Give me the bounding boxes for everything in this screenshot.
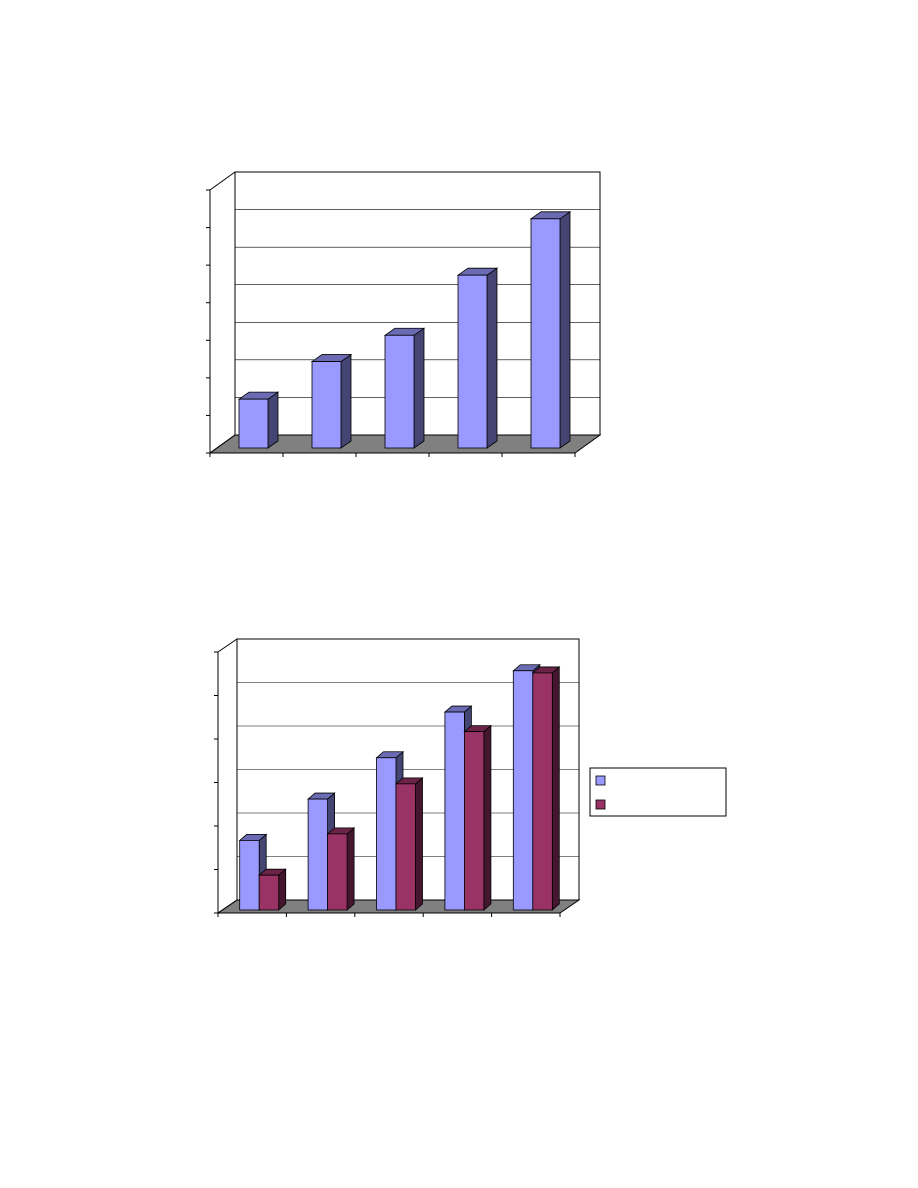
bar (238, 398, 269, 449)
bar-side (278, 868, 287, 911)
bar (311, 361, 342, 449)
bar-side (551, 666, 560, 911)
bar-side (267, 391, 279, 449)
legend-swatch (595, 799, 606, 810)
legend (589, 767, 727, 817)
bar (532, 672, 553, 911)
chart (206, 171, 602, 457)
bar (457, 274, 488, 449)
bar (395, 783, 416, 911)
legend-swatch (595, 775, 606, 786)
bar (384, 334, 415, 449)
bar-side (483, 724, 492, 911)
bar-side (413, 327, 425, 449)
bar (376, 757, 397, 911)
chart (214, 638, 727, 917)
bar (463, 731, 485, 911)
axis-edge (209, 434, 236, 454)
axis-edge (209, 171, 236, 191)
bar-side (486, 267, 498, 449)
bar (444, 711, 465, 911)
bar-side (346, 827, 355, 911)
axis-edge (217, 899, 238, 914)
bar (258, 874, 280, 911)
axis-edge (217, 638, 238, 653)
bar (327, 833, 348, 911)
bar (239, 840, 260, 911)
bar (512, 670, 534, 911)
bar (530, 218, 561, 449)
bar-side (559, 211, 571, 449)
bar (307, 798, 329, 911)
bar-side (340, 353, 352, 449)
bar-side (415, 776, 423, 911)
